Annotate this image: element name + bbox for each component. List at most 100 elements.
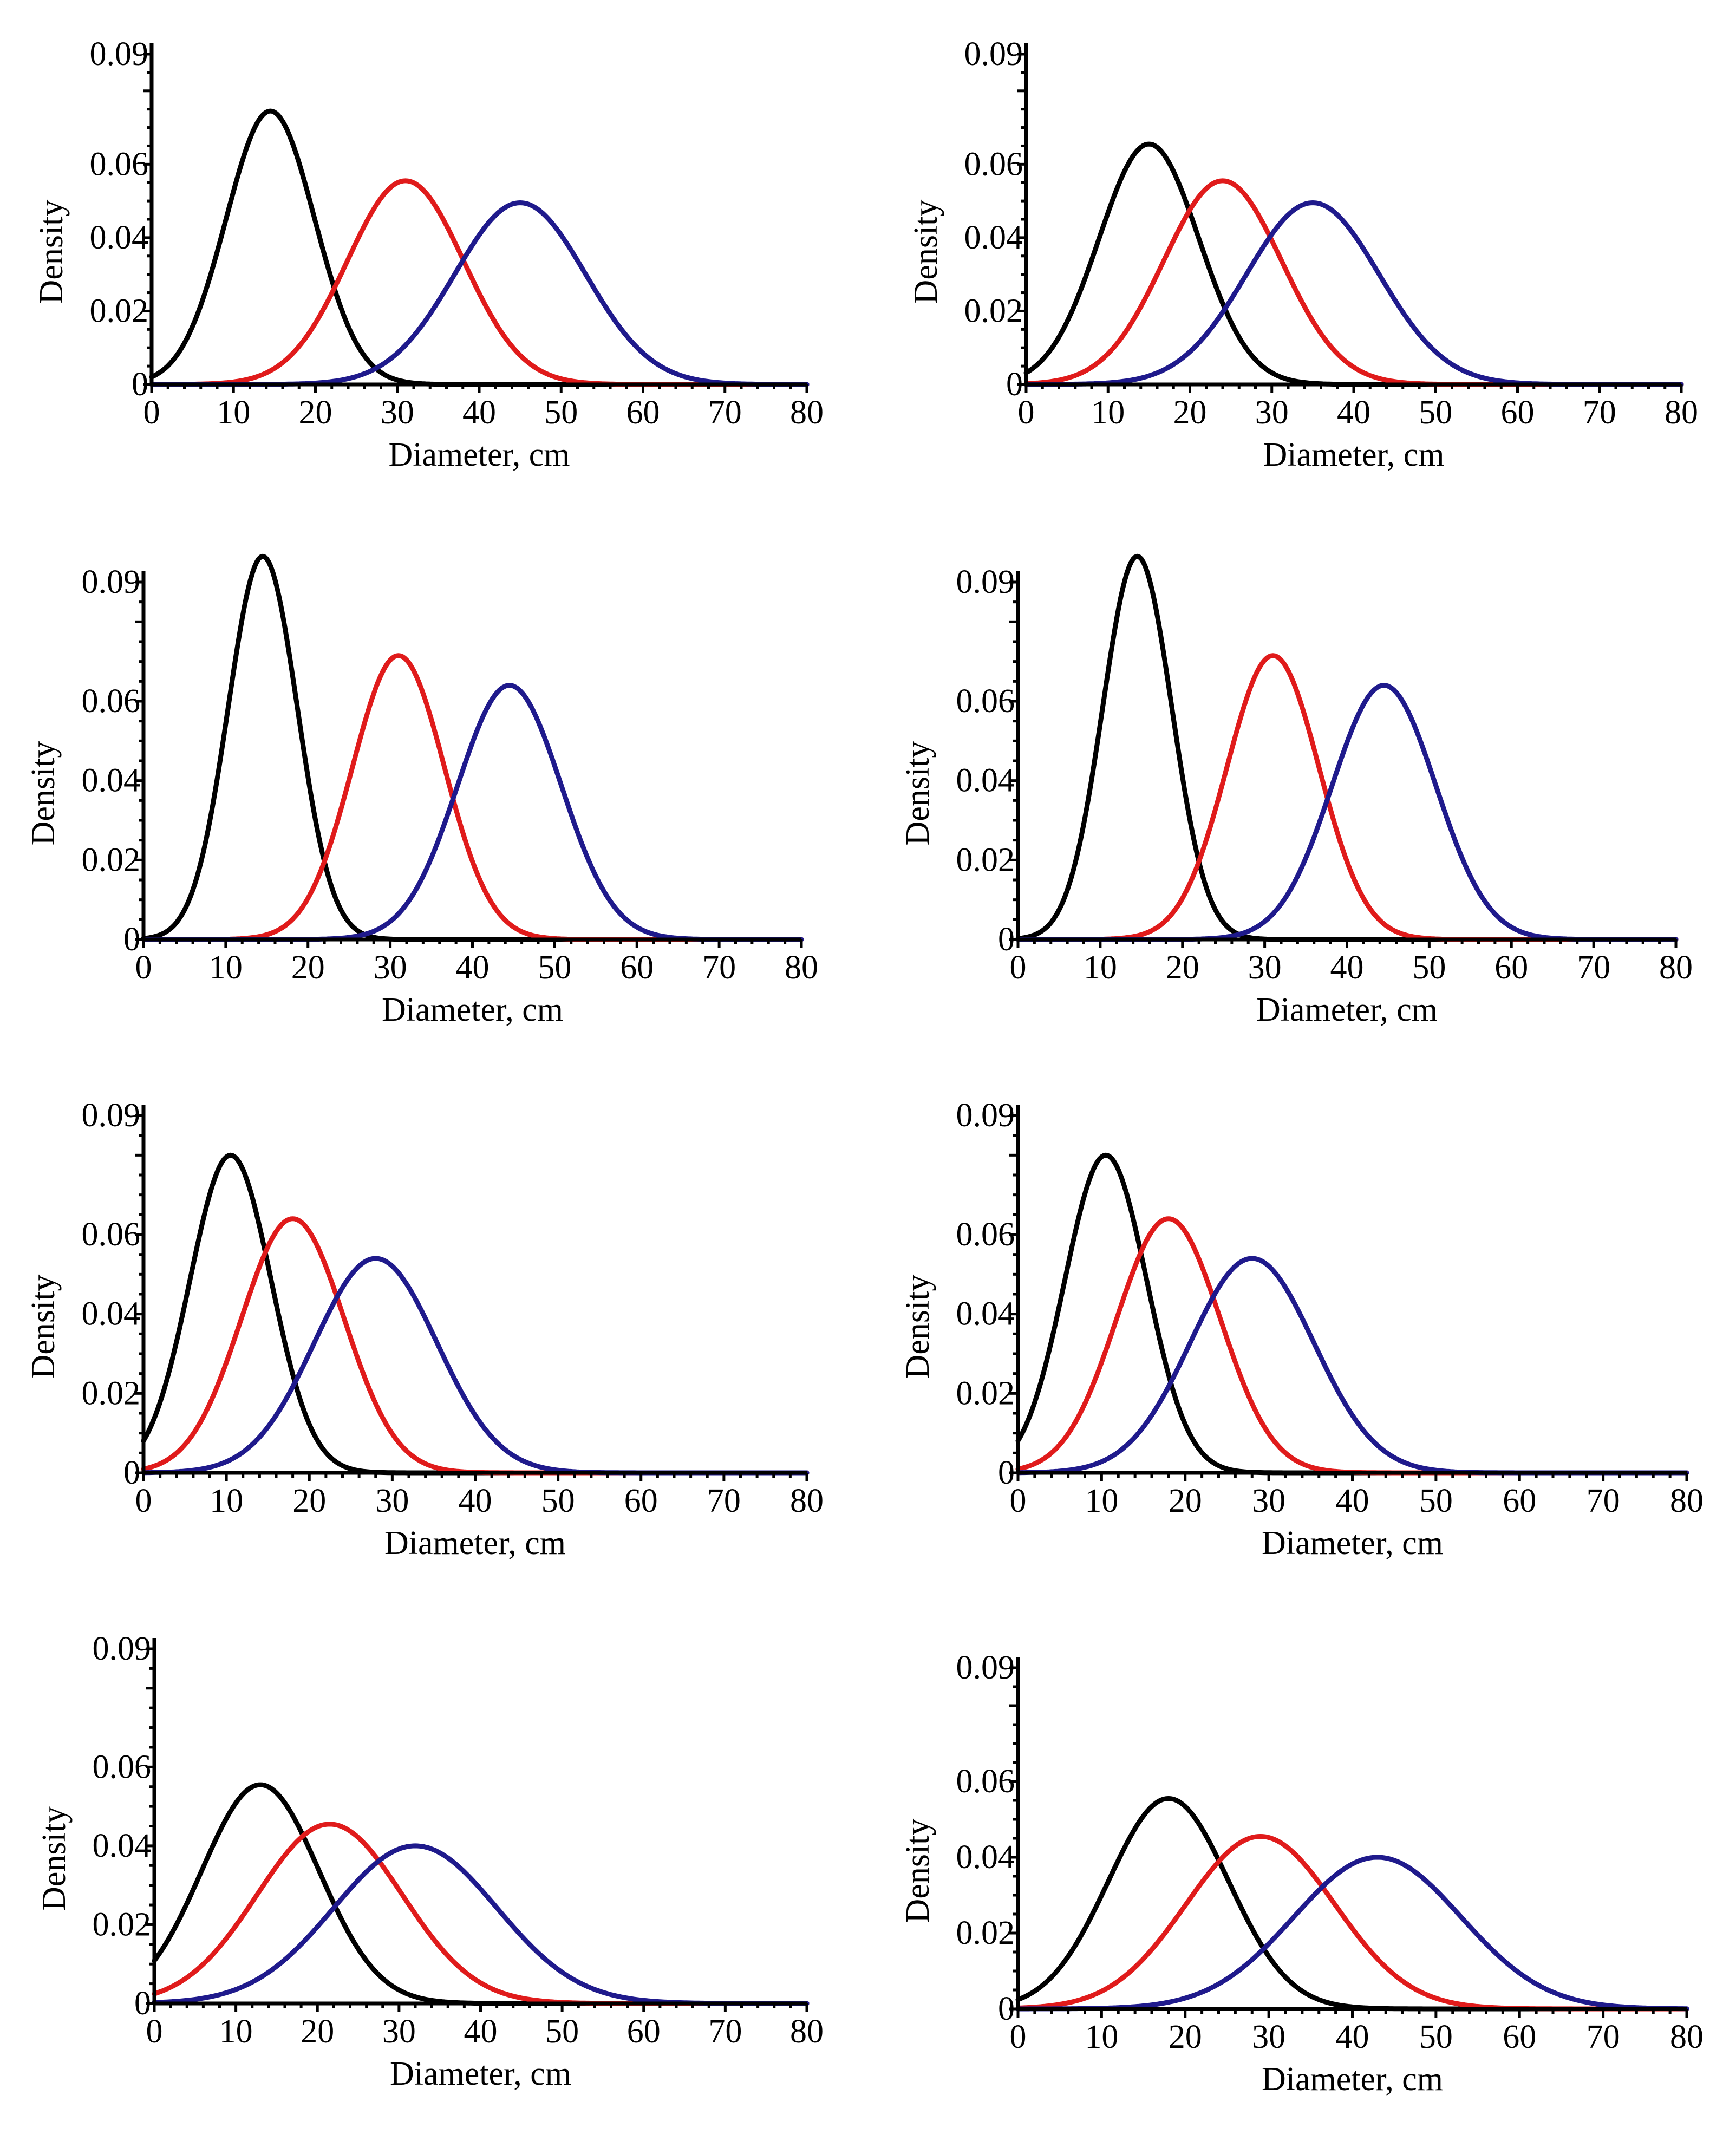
y-tick-label: 0.04: [956, 1839, 1015, 1876]
x-tick-label: 80: [1659, 949, 1693, 986]
series-line-black: [152, 1782, 810, 2006]
y-tick-label: 0.09: [964, 36, 1023, 73]
x-tick-label: 0: [1010, 1483, 1027, 1519]
x-tick-label: 40: [462, 394, 496, 431]
density-chart-1: 0 10 20 30 40 50 60 70 80 0 0.02 0.04 0.06 0.09 Diamet…: [33, 36, 824, 473]
x-axis-title: Diameter, cm: [1256, 991, 1438, 1028]
y-axis-title: Density: [25, 741, 62, 846]
y-tick-label: 0.09: [956, 1649, 1015, 1686]
x-tick-label: 30: [1255, 394, 1289, 431]
x-tick-label: 20: [1166, 949, 1199, 986]
y-axis-title: Density: [908, 200, 944, 304]
x-tick-label: 40: [1330, 949, 1364, 986]
series-line-red: [1015, 653, 1679, 942]
x-tick-label: 80: [790, 1483, 824, 1519]
y-tick-label: 0.04: [964, 219, 1023, 256]
y-tick-label: 0.06: [90, 146, 149, 182]
x-axis-title: Diameter, cm: [1262, 2061, 1443, 2098]
x-tick-label: 30: [381, 394, 414, 431]
x-tick-label: 20: [301, 2013, 334, 2050]
x-tick-label: 30: [1252, 1483, 1285, 1519]
x-tick-label: 0: [135, 949, 152, 986]
x-tick-label: 40: [1336, 2019, 1369, 2055]
y-tick-label: 0.04: [93, 1827, 152, 1864]
y-tick-label: 0.09: [956, 1097, 1015, 1134]
y-tick-label: 0.06: [956, 1763, 1015, 1800]
y-tick-label: 0.02: [956, 1375, 1015, 1412]
series-line-blue: [1023, 200, 1684, 387]
x-axis-title: Diameter, cm: [1263, 436, 1445, 473]
y-tick-label: 0.06: [82, 683, 141, 720]
series-line-blue: [152, 1843, 810, 2006]
y-tick-label: 0.09: [82, 1097, 141, 1134]
x-tick-label: 20: [1173, 394, 1207, 431]
y-axis-title: Density: [899, 1275, 936, 1379]
density-chart-5: 0 10 20 30 40 50 60 70 80 0 0.02 0.04 0.06 0.09 Diamet…: [25, 1097, 824, 1562]
x-tick-label: 50: [1419, 394, 1452, 431]
y-tick-label: 0: [123, 921, 140, 958]
x-tick-label: 30: [382, 2013, 416, 2050]
y-tick-label: 0.04: [82, 1296, 141, 1333]
x-tick-label: 80: [1665, 394, 1698, 431]
x-tick-label: 0: [1010, 949, 1027, 986]
x-tick-label: 50: [538, 949, 571, 986]
y-tick-label: 0.02: [956, 1915, 1015, 1951]
x-tick-label: 10: [217, 394, 250, 431]
x-tick-label: 60: [626, 394, 660, 431]
x-tick-label: 50: [1419, 1483, 1453, 1519]
x-tick-label: 0: [135, 1483, 152, 1519]
x-tick-label: 80: [785, 949, 818, 986]
x-tick-label: 70: [1583, 394, 1616, 431]
density-chart-7: 0 10 20 30 40 50 60 70 80 0 0.02 0.04 0.06 0.09 Diamet…: [36, 1630, 824, 2092]
x-tick-label: 20: [291, 949, 325, 986]
y-tick-label: 0: [132, 366, 148, 403]
x-tick-label: 50: [1419, 2019, 1453, 2055]
x-axis-title: Diameter, cm: [390, 2055, 571, 2092]
y-tick-label: 0.06: [964, 146, 1023, 182]
y-tick-label: 0: [998, 921, 1015, 958]
y-tick-label: 0.06: [956, 1216, 1015, 1253]
x-tick-label: 70: [707, 1483, 741, 1519]
density-chart-6: 0 10 20 30 40 50 60 70 80 0 0.02 0.04 0.06 0.09 Diamet…: [899, 1097, 1704, 1562]
y-tick-label: 0.04: [956, 1296, 1015, 1333]
x-tick-label: 70: [702, 949, 736, 986]
y-tick-label: 0.06: [93, 1748, 152, 1785]
y-tick-label: 0.04: [956, 762, 1015, 799]
series-line-blue: [141, 683, 804, 942]
series-line-red: [1023, 178, 1684, 387]
y-tick-label: 0.09: [82, 564, 141, 600]
series-line-blue: [1015, 1855, 1689, 2012]
y-tick-label: 0: [134, 1985, 151, 2022]
series-line-red: [149, 178, 810, 387]
y-axis-title: Density: [25, 1275, 62, 1379]
y-axis-title: Density: [36, 1806, 73, 1911]
x-tick-label: 80: [1670, 2019, 1704, 2055]
x-tick-label: 30: [374, 949, 407, 986]
x-tick-label: 70: [1577, 949, 1610, 986]
series-line-red: [141, 1216, 810, 1476]
x-tick-label: 70: [1587, 1483, 1620, 1519]
x-tick-label: 10: [1085, 1483, 1118, 1519]
x-tick-label: 10: [1085, 2019, 1118, 2055]
y-tick-label: 0.02: [964, 292, 1023, 329]
x-tick-label: 60: [620, 949, 654, 986]
x-tick-label: 40: [1337, 394, 1370, 431]
x-tick-label: 20: [1169, 2019, 1202, 2055]
y-tick-label: 0.02: [90, 292, 149, 329]
x-tick-label: 50: [544, 394, 578, 431]
y-tick-label: 0.06: [82, 1216, 141, 1253]
x-tick-label: 80: [790, 394, 824, 431]
y-tick-label: 0.09: [90, 36, 149, 73]
series-line-blue: [1015, 1256, 1689, 1476]
x-tick-label: 40: [459, 1483, 492, 1519]
x-tick-label: 60: [1501, 394, 1535, 431]
x-axis-title: Diameter, cm: [382, 991, 563, 1028]
x-tick-label: 0: [1010, 2019, 1027, 2055]
series-line-black: [149, 108, 810, 387]
y-tick-label: 0: [123, 1454, 140, 1491]
series-line-black: [1023, 141, 1684, 387]
x-tick-label: 50: [541, 1483, 575, 1519]
density-chart-2: 0 10 20 30 40 50 60 70 80 0 0.02 0.04 0.06 0.09 Diamet…: [908, 36, 1698, 473]
x-tick-label: 0: [143, 394, 160, 431]
